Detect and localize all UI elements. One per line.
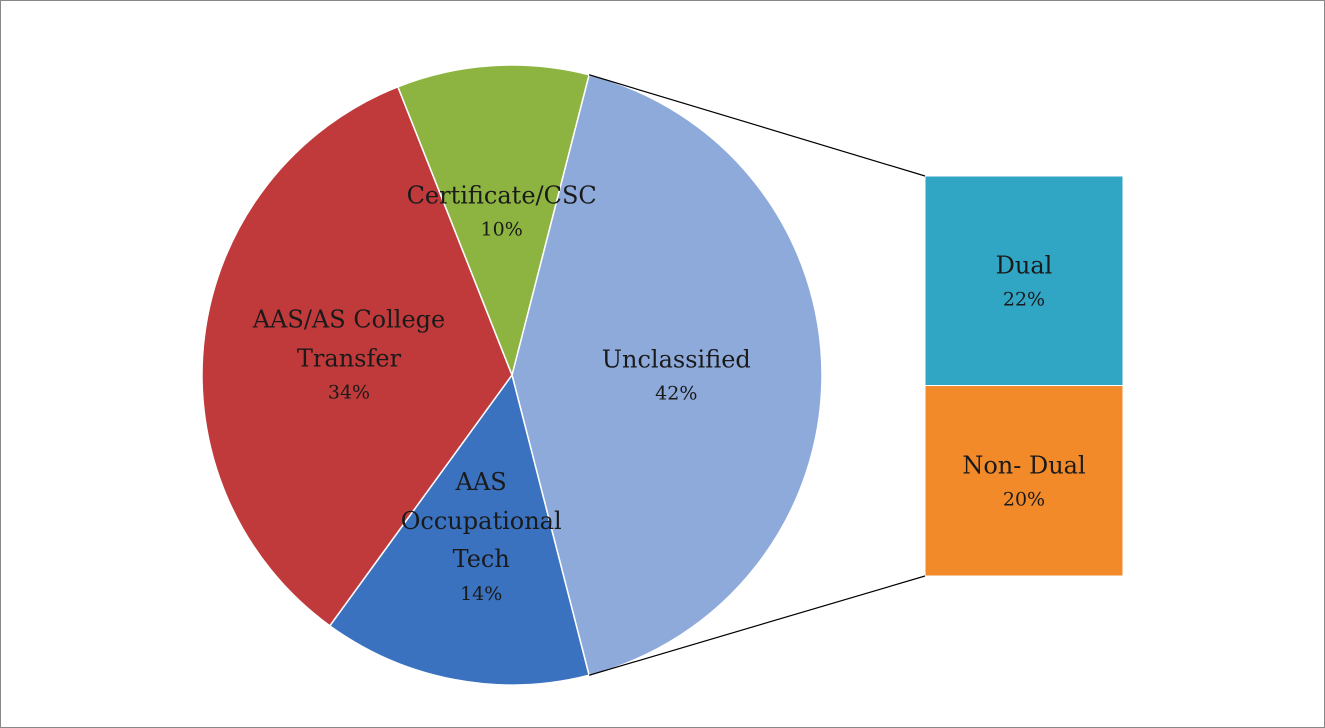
data-label: AAS/AS College Transfer 34% xyxy=(244,301,454,408)
label-name: Certificate/CSC xyxy=(406,181,597,210)
label-value: 10% xyxy=(480,219,523,242)
label-value: 20% xyxy=(1002,488,1046,511)
pie-slice xyxy=(511,73,823,677)
label-name: AAS Occupational Tech xyxy=(400,468,562,574)
label-value: 22% xyxy=(1002,288,1046,311)
label-value: 34% xyxy=(327,381,371,404)
data-label: AAS Occupational Tech 14% xyxy=(376,464,586,610)
pie-slice xyxy=(396,64,591,378)
bar-segment xyxy=(924,175,1124,387)
connector-line xyxy=(588,575,926,676)
connector-line xyxy=(588,74,926,177)
data-label: Certificate/CSC 10% xyxy=(397,177,607,246)
label-name: Non- Dual xyxy=(962,451,1086,480)
label-value: 14% xyxy=(460,582,503,605)
data-label: Unclassified 42% xyxy=(571,341,781,410)
data-label: Dual 22% xyxy=(929,246,1119,315)
label-name: Unclassified xyxy=(601,345,751,374)
pie-slice xyxy=(201,85,513,627)
label-value: 42% xyxy=(655,383,698,405)
label-name: AAS/AS College Transfer xyxy=(252,305,446,373)
bar-segment xyxy=(924,385,1124,577)
pie-slice xyxy=(328,373,591,686)
data-label: Non- Dual 20% xyxy=(929,446,1119,515)
label-name: Dual xyxy=(995,251,1053,280)
